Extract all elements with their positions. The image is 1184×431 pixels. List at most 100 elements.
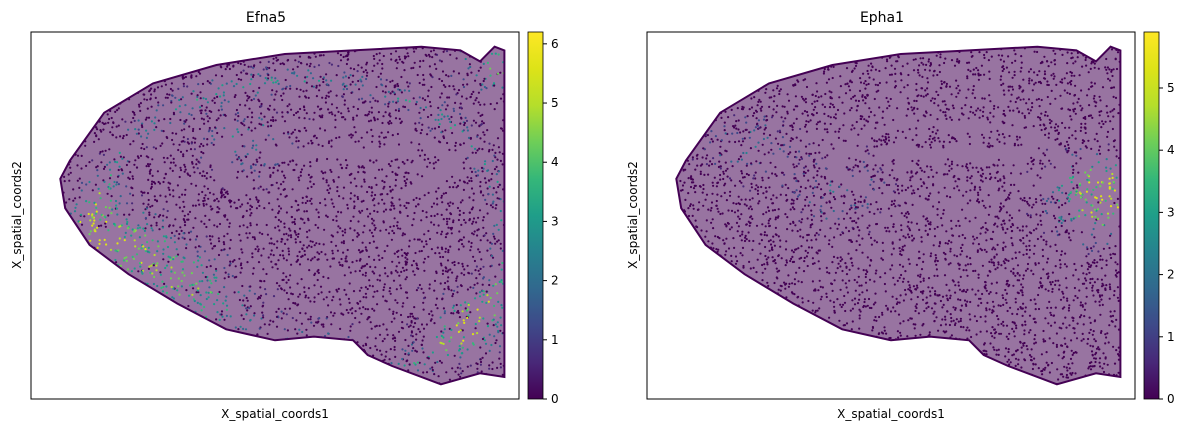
data-point [399,89,402,92]
data-point [489,265,492,268]
data-point [178,175,181,179]
data-point [920,94,923,97]
data-point [395,265,398,268]
data-point [798,150,801,153]
data-point [108,117,111,121]
data-point [495,203,498,207]
data-point [156,284,159,288]
data-point [165,264,169,267]
data-point [451,367,454,370]
data-point [106,113,109,116]
data-point [986,118,990,121]
data-point [466,316,469,319]
data-point [313,284,316,287]
data-point [1020,61,1023,64]
data-point [476,282,479,285]
data-point [116,109,119,112]
data-point [481,148,484,151]
data-point [260,164,263,167]
data-point [184,120,187,123]
data-point [139,109,142,112]
data-point [448,148,451,151]
data-point [136,155,139,158]
chart-title: Efna5 [246,10,286,26]
data-point [165,291,168,294]
data-point [451,261,454,264]
data-point [249,305,252,308]
data-point [206,101,209,104]
data-point [381,198,384,201]
data-point [949,313,952,316]
data-point [1045,148,1049,151]
data-point [924,197,927,200]
data-point [988,77,991,80]
data-point [977,304,980,307]
data-point [63,180,66,183]
data-point [462,339,465,342]
data-point [344,118,347,121]
data-point [349,181,352,184]
data-point [459,375,462,378]
data-point [784,213,787,216]
data-point [385,78,388,82]
data-point [282,92,285,95]
data-point [729,190,732,193]
data-point [96,174,99,177]
data-point [107,121,110,124]
data-point [296,304,299,307]
data-point [401,160,404,164]
data-point [362,199,365,202]
data-point [898,247,901,250]
data-point [1036,174,1039,177]
data-point [1094,360,1097,364]
data-point [410,343,414,346]
data-point [474,147,477,150]
data-point [351,134,354,137]
data-point [453,181,456,184]
data-point [275,315,279,318]
data-point [323,129,327,132]
data-point [723,184,726,187]
data-point [331,252,334,255]
data-point [267,73,270,77]
data-point [498,170,501,173]
data-point [347,110,350,113]
data-point [384,103,387,106]
data-point [69,166,72,169]
data-point [831,180,834,183]
data-point [370,128,373,131]
data-point [150,105,153,108]
data-point [85,200,88,203]
data-point [1030,348,1033,351]
data-point [945,294,948,297]
data-point [439,316,442,319]
data-point [215,119,218,122]
data-point [406,296,409,299]
data-point [1013,183,1016,186]
data-point [364,292,367,295]
data-point [190,272,193,275]
data-point [218,207,221,210]
data-point [488,142,491,145]
data-point [773,95,776,98]
data-point [179,118,182,122]
data-point [444,236,447,239]
data-point [153,253,156,257]
data-point [785,240,788,243]
data-point [322,298,325,301]
data-point [140,124,143,127]
data-point [239,325,242,328]
data-point [311,240,314,243]
data-point [340,257,343,261]
data-point [917,257,921,260]
data-point [1013,70,1016,73]
data-point [265,223,268,227]
data-point [460,342,463,345]
data-point [196,265,199,268]
data-point [246,309,249,312]
data-point [279,254,282,257]
data-point [349,271,352,274]
data-point [475,221,478,224]
data-point [299,311,302,315]
data-point [195,75,198,78]
